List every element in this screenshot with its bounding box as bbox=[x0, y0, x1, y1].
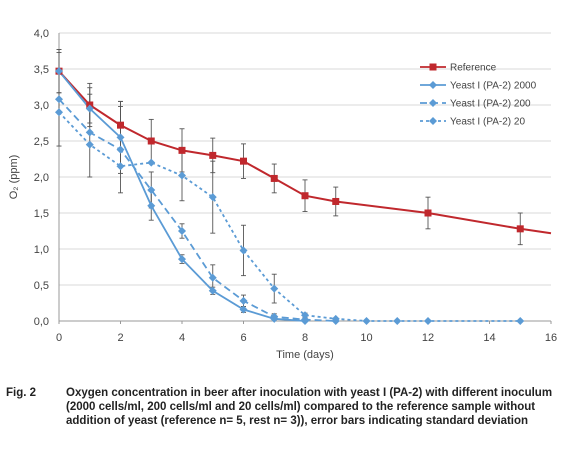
oxygen-line-chart: 0,0 0,5 1,0 1,5 2,0 2,5 3,0 3,5 4,0 0 2 4 6 8 10 12 14 16… bbox=[8, 28, 557, 361]
data-point bbox=[239, 296, 248, 305]
legend-marker bbox=[429, 63, 437, 71]
gridlines bbox=[59, 32, 551, 322]
data-point bbox=[301, 192, 309, 200]
y-axis-label: O₂ (ppm) bbox=[8, 155, 20, 200]
data-point bbox=[239, 305, 248, 314]
x-tick-label: 8 bbox=[302, 332, 308, 344]
y-tick-label: 3,5 bbox=[34, 64, 49, 76]
data-point bbox=[362, 317, 371, 325]
data-point bbox=[116, 162, 125, 171]
data-point bbox=[85, 140, 94, 149]
data-point bbox=[270, 312, 279, 321]
data-point bbox=[178, 227, 186, 235]
data-point bbox=[147, 201, 156, 210]
y-tick-label: 2,0 bbox=[34, 172, 49, 184]
x-tick-label: 0 bbox=[56, 332, 62, 344]
legend-marker bbox=[429, 81, 437, 89]
data-point bbox=[116, 145, 125, 154]
data-point bbox=[116, 133, 125, 142]
x-tick-label: 16 bbox=[545, 332, 557, 344]
axes bbox=[58, 33, 552, 324]
legend-marker bbox=[429, 99, 437, 107]
legend-label: Reference bbox=[450, 63, 497, 74]
data-point bbox=[85, 104, 94, 113]
legend-label: Yeast I (PA-2) 200 bbox=[450, 99, 531, 110]
tick-labels: 0,0 0,5 1,0 1,5 2,0 2,5 3,0 3,5 4,0 0 2 4 6 8 10 12 14 16 bbox=[34, 28, 557, 344]
data-point bbox=[178, 171, 186, 180]
data-point bbox=[55, 108, 63, 117]
x-tick-label: 10 bbox=[360, 332, 372, 344]
series-markers bbox=[55, 67, 525, 325]
data-point bbox=[331, 314, 340, 323]
data-point bbox=[239, 246, 248, 255]
legend-marker bbox=[429, 117, 437, 125]
y-tick-label: 0,0 bbox=[34, 316, 49, 328]
caption-text: Oxygen concentration in beer after inocu… bbox=[66, 387, 553, 427]
data-point bbox=[147, 158, 156, 167]
data-point bbox=[178, 255, 186, 264]
y-tick-label: 2,5 bbox=[34, 136, 49, 148]
data-point bbox=[240, 157, 247, 165]
data-point bbox=[55, 95, 63, 104]
figure-caption: Fig. 2 Oxygen concentration in beer afte… bbox=[6, 386, 572, 428]
data-point bbox=[332, 197, 340, 205]
figure-number: Fig. 2 bbox=[6, 387, 37, 399]
data-point bbox=[147, 137, 155, 145]
y-tick-label: 0,5 bbox=[34, 280, 49, 292]
x-tick-label: 12 bbox=[422, 332, 434, 344]
data-point bbox=[270, 174, 278, 182]
data-point bbox=[55, 67, 63, 76]
data-point bbox=[147, 185, 156, 194]
x-tick-label: 14 bbox=[483, 332, 495, 344]
data-point bbox=[424, 317, 432, 325]
y-tick-label: 4,0 bbox=[34, 28, 49, 40]
data-point bbox=[270, 284, 279, 293]
data-point bbox=[516, 225, 524, 233]
data-point bbox=[301, 311, 309, 320]
data-point bbox=[301, 315, 309, 324]
series-line-3 bbox=[58, 111, 521, 322]
data-point bbox=[208, 286, 217, 295]
y-tick-label: 1,5 bbox=[34, 208, 49, 220]
data-point bbox=[209, 151, 217, 159]
y-tick-label: 1,0 bbox=[34, 244, 49, 256]
x-tick-label: 6 bbox=[240, 332, 246, 344]
x-tick-label: 4 bbox=[179, 332, 185, 344]
legend-label: Yeast I (PA-2) 2000 bbox=[450, 81, 537, 92]
y-tick-label: 3,0 bbox=[34, 100, 49, 112]
data-point bbox=[208, 193, 217, 202]
data-point bbox=[393, 317, 402, 325]
data-point bbox=[424, 209, 432, 217]
x-axis-label: Time (days) bbox=[276, 349, 334, 361]
data-point bbox=[117, 121, 124, 129]
x-tick-label: 2 bbox=[117, 332, 123, 344]
data-point bbox=[178, 146, 186, 154]
data-point bbox=[85, 128, 94, 137]
series-line-2 bbox=[58, 98, 336, 322]
data-point bbox=[208, 273, 217, 282]
data-point bbox=[516, 317, 525, 325]
legend-label: Yeast I (PA-2) 20 bbox=[450, 117, 525, 128]
legend: Reference Yeast I (PA-2) 2000 Yeast I (PA-… bbox=[420, 63, 537, 128]
